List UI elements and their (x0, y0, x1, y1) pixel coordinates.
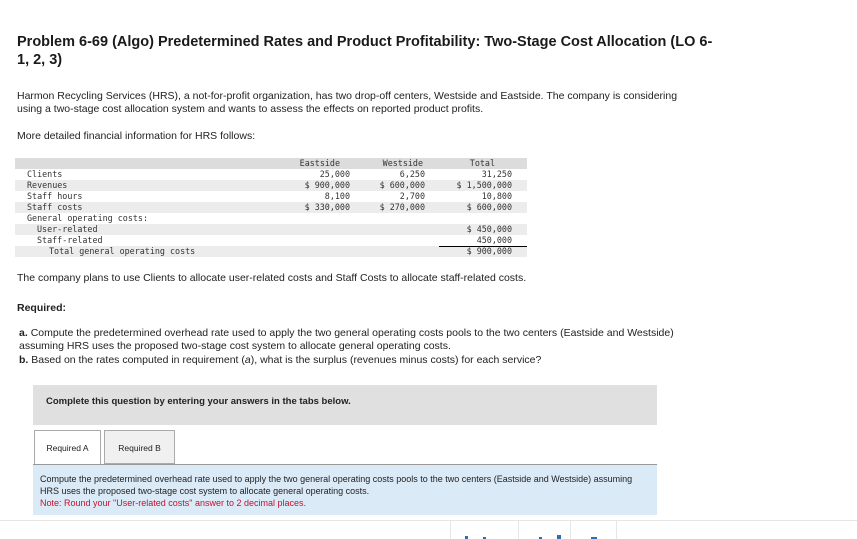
requirement-b: b. Based on the rates computed in requir… (19, 354, 699, 367)
table-row: User-related $ 450,000 (15, 224, 527, 235)
financial-table: Eastside Westside Total Clients 25,000 6,2… (15, 158, 527, 257)
cell: 10,800 (481, 191, 512, 201)
page-title: Problem 6-69 (Algo) Predetermined Rates … (17, 34, 713, 68)
total-underline (439, 246, 527, 247)
cell: 31,250 (481, 169, 512, 179)
toolbar-divider (0, 520, 857, 521)
cell: $ 900,000 (466, 246, 512, 256)
tab-required-a[interactable]: Required A (34, 430, 101, 466)
cell: 2,700 (399, 191, 425, 201)
cell: $ 450,000 (466, 224, 512, 234)
req-b-text: Based on the rates computed in requireme… (31, 354, 245, 366)
instruction-text: Compute the predetermined overhead rate … (40, 474, 633, 496)
requirement-a: a. Compute the predetermined overhead ra… (19, 327, 699, 353)
grid-icon[interactable] (570, 521, 617, 539)
table-row: Staff costs $ 330,000 $ 270,000 $ 600,000 (15, 202, 527, 213)
row-label: Revenues (27, 180, 68, 190)
req-a-label: a. (19, 327, 28, 339)
row-label: Staff hours (27, 191, 83, 201)
cell: $ 600,000 (379, 180, 425, 190)
table-row: Total general operating costs $ 900,000 (15, 246, 527, 257)
header-eastside: Eastside (299, 158, 340, 168)
req-b-label: b. (19, 354, 29, 366)
row-label: General operating costs: (27, 213, 149, 223)
header-total: Total (469, 158, 495, 168)
req-b-ref: a (244, 354, 251, 366)
tab-required-b[interactable]: Required B (104, 430, 175, 464)
row-label: Clients (27, 169, 63, 179)
plan-text: The company plans to use Clients to allo… (17, 272, 527, 284)
toolbar-button[interactable] (450, 521, 519, 539)
table-row: Staff hours 8,100 2,700 10,800 (15, 191, 527, 202)
cell: 8,100 (324, 191, 350, 201)
row-label: Total general operating costs (49, 246, 196, 256)
toolbar-button[interactable] (518, 521, 571, 539)
cell: $ 900,000 (304, 180, 350, 190)
table-row: Clients 25,000 6,250 31,250 (15, 169, 527, 180)
row-label: User-related (37, 224, 98, 234)
cell: $ 600,000 (466, 202, 512, 212)
cell: 6,250 (399, 169, 425, 179)
tab-divider (33, 464, 657, 465)
cell: 25,000 (319, 169, 350, 179)
table-row: Revenues $ 900,000 $ 600,000 $ 1,500,000 (15, 180, 527, 191)
complete-banner-text: Complete this question by entering your … (46, 396, 351, 407)
req-b-text-end: ), what is the surplus (revenues minus c… (250, 354, 542, 366)
cell: $ 270,000 (379, 202, 425, 212)
row-label: Staff-related (37, 235, 103, 245)
row-label: Staff costs (27, 202, 83, 212)
table-row: Staff-related 450,000 (15, 235, 527, 246)
header-westside: Westside (382, 158, 423, 168)
req-a-text: Compute the predetermined overhead rate … (19, 327, 674, 352)
complete-banner: Complete this question by entering your … (33, 385, 657, 425)
required-heading: Required: (17, 302, 67, 314)
more-info-text: More detailed financial information for … (17, 130, 256, 142)
table-row: General operating costs: (15, 213, 527, 224)
rounding-note: Note: Round your "User-related costs" an… (40, 498, 307, 508)
cell: 450,000 (476, 235, 512, 245)
table-header: Eastside Westside Total (15, 158, 527, 169)
cell: $ 1,500,000 (456, 180, 512, 190)
cell: $ 330,000 (304, 202, 350, 212)
instruction-panel: Compute the predetermined overhead rate … (33, 465, 657, 515)
intro-text: Harmon Recycling Services (HRS), a not-f… (17, 90, 678, 115)
